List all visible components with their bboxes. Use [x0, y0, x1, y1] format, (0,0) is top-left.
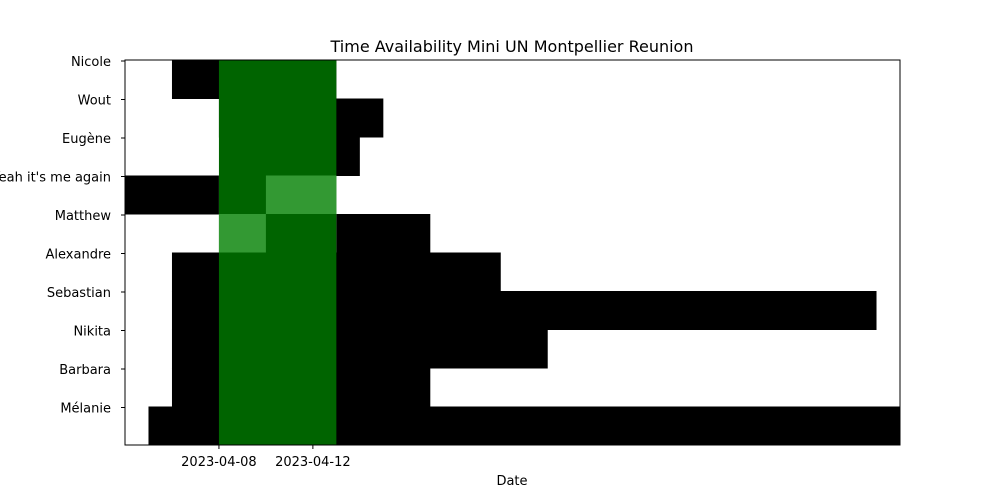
x-axis: 2023-04-08 2023-04-12	[181, 445, 351, 470]
unavailable-span	[336, 214, 431, 253]
y-tick-label: Mélanie	[60, 402, 111, 417]
partial-overlap-cell	[265, 175, 337, 214]
y-axis: Nicole Wout Eugène Yeah it's me again Matthe…	[0, 55, 125, 417]
y-tick-label: Barbara	[59, 363, 111, 378]
x-axis-label: Date	[496, 474, 527, 489]
y-tick-label: Matthew	[55, 209, 112, 224]
y-tick-label: Yeah it's me again	[0, 171, 111, 186]
y-tick-label: Wout	[78, 94, 111, 109]
x-tick-label: 2023-04-12	[275, 455, 351, 470]
x-tick-label: 2023-04-08	[181, 455, 257, 470]
y-tick-label: Sebastian	[47, 286, 111, 301]
unavailable-span	[125, 175, 219, 215]
plot-frame	[124, 59, 901, 446]
availability-cells	[125, 60, 900, 446]
partial-overlap-cell	[218, 214, 266, 253]
y-tick-label: Nicole	[71, 55, 111, 70]
y-tick-label: Nikita	[73, 325, 111, 340]
chart-title: Time Availability Mini UN Montpellier Re…	[330, 37, 694, 56]
y-tick-label: Eugène	[62, 132, 111, 147]
y-tick-label: Alexandre	[46, 248, 111, 263]
